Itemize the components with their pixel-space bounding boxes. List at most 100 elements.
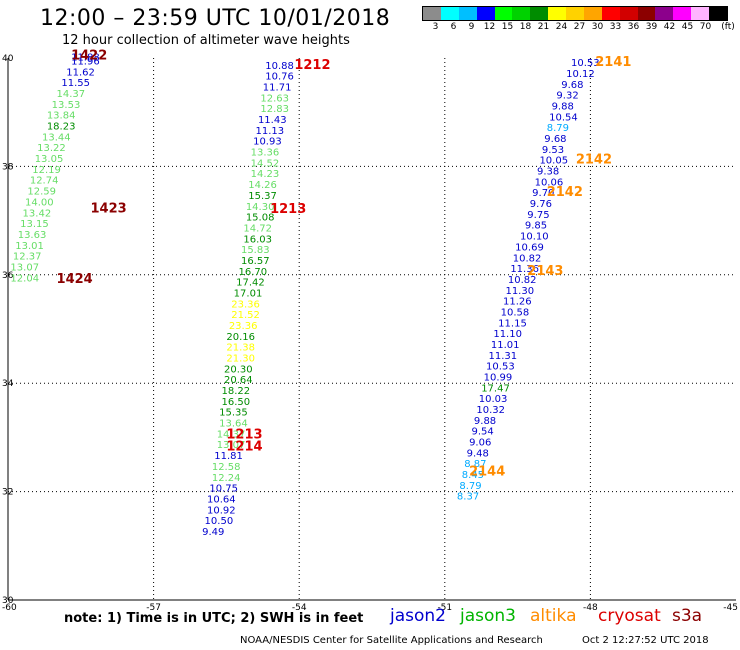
wave-height-value: 9.68 — [561, 80, 583, 91]
legend-bin-label: 6 — [450, 22, 457, 32]
legend-bin-label: 12 — [483, 22, 496, 32]
legend-swatch — [619, 7, 638, 20]
wave-height-value: 13.63 — [18, 230, 47, 241]
wave-height-value: 10.05 — [539, 156, 568, 167]
wave-height-value: 10.69 — [515, 242, 544, 253]
wave-height-value: 14.37 — [217, 429, 246, 440]
wave-height-value: 12.83 — [260, 104, 289, 115]
wave-height-value: 11.55 — [61, 78, 90, 89]
wave-height-value: 9.68 — [544, 134, 566, 145]
legend-swatch — [530, 7, 549, 20]
wave-height-value: 15.35 — [219, 408, 248, 419]
wave-height-value: 13.36 — [251, 148, 280, 159]
wave-height-value: 10.88 — [265, 61, 294, 72]
legend-bin-label: 33 — [609, 22, 622, 32]
color-legend-labels: 3 6 9 12 15 18 21 24 27 30 33 36 39 42 45 70 (ft) — [422, 22, 735, 34]
wave-height-value: 14.72 — [243, 223, 272, 234]
wave-height-value: 23.36 — [229, 321, 258, 332]
pass-time-label: 1422 — [71, 49, 107, 64]
wave-height-value: 8.37 — [457, 492, 479, 503]
wave-height-value: 10.53 — [486, 362, 515, 373]
wave-height-value: 11.43 — [258, 115, 287, 126]
wave-height-value: 9.85 — [525, 221, 547, 232]
wave-height-value: 16.50 — [222, 397, 251, 408]
latitude-tick-label: 36 — [2, 271, 14, 281]
longitude-tick-label: -48 — [583, 603, 598, 613]
legend-swatch — [673, 7, 692, 20]
wave-height-value: 13.07 — [10, 262, 39, 273]
wave-height-value: 10.76 — [265, 72, 294, 83]
longitude-tick-label: -57 — [146, 603, 161, 613]
wave-height-value: 8.79 — [547, 123, 569, 134]
color-legend-bar — [422, 6, 728, 21]
track-1422: 11.8811.9611.6211.5514.3713.5313.8418.23… — [10, 49, 126, 287]
wave-height-value: 11.10 — [493, 329, 522, 340]
wave-height-value: 13.53 — [52, 100, 81, 111]
pass-time-label: 1214 — [226, 439, 262, 454]
wave-height-value: 14.37 — [57, 89, 86, 100]
wave-height-value: 14.23 — [251, 169, 280, 180]
wave-height-value: 11.01 — [491, 340, 520, 351]
wave-height-value: 10.93 — [253, 137, 282, 148]
wave-height-value: 13.42 — [23, 208, 52, 219]
wave-height-value: 12.74 — [30, 176, 59, 187]
legend-bin-label: 36 — [627, 22, 640, 32]
wave-height-value: 10.12 — [566, 69, 595, 80]
legend-bin-label: 9 — [468, 22, 475, 32]
longitude-tick-label: -45 — [723, 603, 738, 613]
wave-height-value: 9.48 — [467, 448, 489, 459]
wave-height-value: 13.05 — [35, 154, 64, 165]
wave-height-value: 9.88 — [552, 101, 574, 112]
wave-height-value: 17.47 — [481, 383, 510, 394]
wave-height-value: 9.76 — [530, 199, 552, 210]
wave-height-value: 10.92 — [207, 505, 236, 516]
latitude-tick-label: 34 — [2, 379, 14, 389]
wave-height-value: 16.57 — [241, 256, 270, 267]
track-1212: 10.8810.7611.7112.6312.8311.4311.1310.93… — [202, 58, 330, 538]
legend-unit-label: (ft) — [721, 22, 735, 32]
wave-height-value: 11.81 — [214, 451, 243, 462]
wave-height-value: 11.15 — [498, 318, 527, 329]
wave-height-value: 9.06 — [469, 438, 491, 449]
wave-height-value: 12.19 — [32, 165, 61, 176]
wave-height-value: 13.15 — [20, 219, 49, 230]
satellite-legend-altika: altika — [530, 606, 577, 626]
wave-height-value: 9.88 — [474, 416, 496, 427]
wave-height-value: 15.83 — [241, 245, 270, 256]
wave-height-value: 21.30 — [226, 354, 255, 365]
wave-height-value: 9.49 — [202, 527, 224, 538]
wave-height-value: 10.03 — [479, 394, 508, 405]
pass-time-label: 2143 — [527, 264, 563, 279]
legend-bin-label: 39 — [645, 22, 658, 32]
legend-swatch — [440, 7, 459, 20]
wave-height-value: 9.70 — [532, 188, 554, 199]
wave-height-value: 8.45 — [462, 470, 484, 481]
wave-height-value: 11.88 — [71, 53, 100, 64]
legend-bin-label: 21 — [537, 22, 550, 32]
legend-bin-label: 45 — [681, 22, 694, 32]
pass-time-label: 2142 — [547, 185, 583, 200]
longitude-tick-label: -54 — [292, 603, 307, 613]
wave-height-value: 10.54 — [549, 112, 578, 123]
wave-height-value: 10.50 — [205, 516, 234, 527]
wave-height-value: 10.82 — [513, 253, 542, 264]
wave-height-value: 15.08 — [246, 213, 275, 224]
wave-height-value: 21.38 — [226, 343, 255, 354]
longitude-tick-label: -60 — [2, 603, 17, 613]
latitude-tick-label: 32 — [2, 488, 13, 498]
wave-height-value: 11.36 — [510, 264, 539, 275]
wave-height-value: 9.54 — [471, 427, 493, 438]
legend-bin-label: 24 — [555, 22, 568, 32]
wave-height-value: 13.84 — [47, 111, 76, 122]
pass-time-label: 2141 — [595, 55, 631, 70]
wave-height-value: 20.30 — [224, 364, 253, 375]
wave-height-value: 10.82 — [508, 275, 537, 286]
wave-height-value: 10.64 — [207, 494, 236, 505]
wave-height-value: 13.07 — [217, 440, 246, 451]
wave-height-value: 21.52 — [231, 310, 260, 321]
latitude-tick-label: 38 — [2, 162, 14, 172]
wave-height-value: 9.53 — [542, 145, 564, 156]
latitude-tick-label: 30 — [2, 596, 14, 606]
wave-height-value: 12.58 — [212, 462, 241, 473]
